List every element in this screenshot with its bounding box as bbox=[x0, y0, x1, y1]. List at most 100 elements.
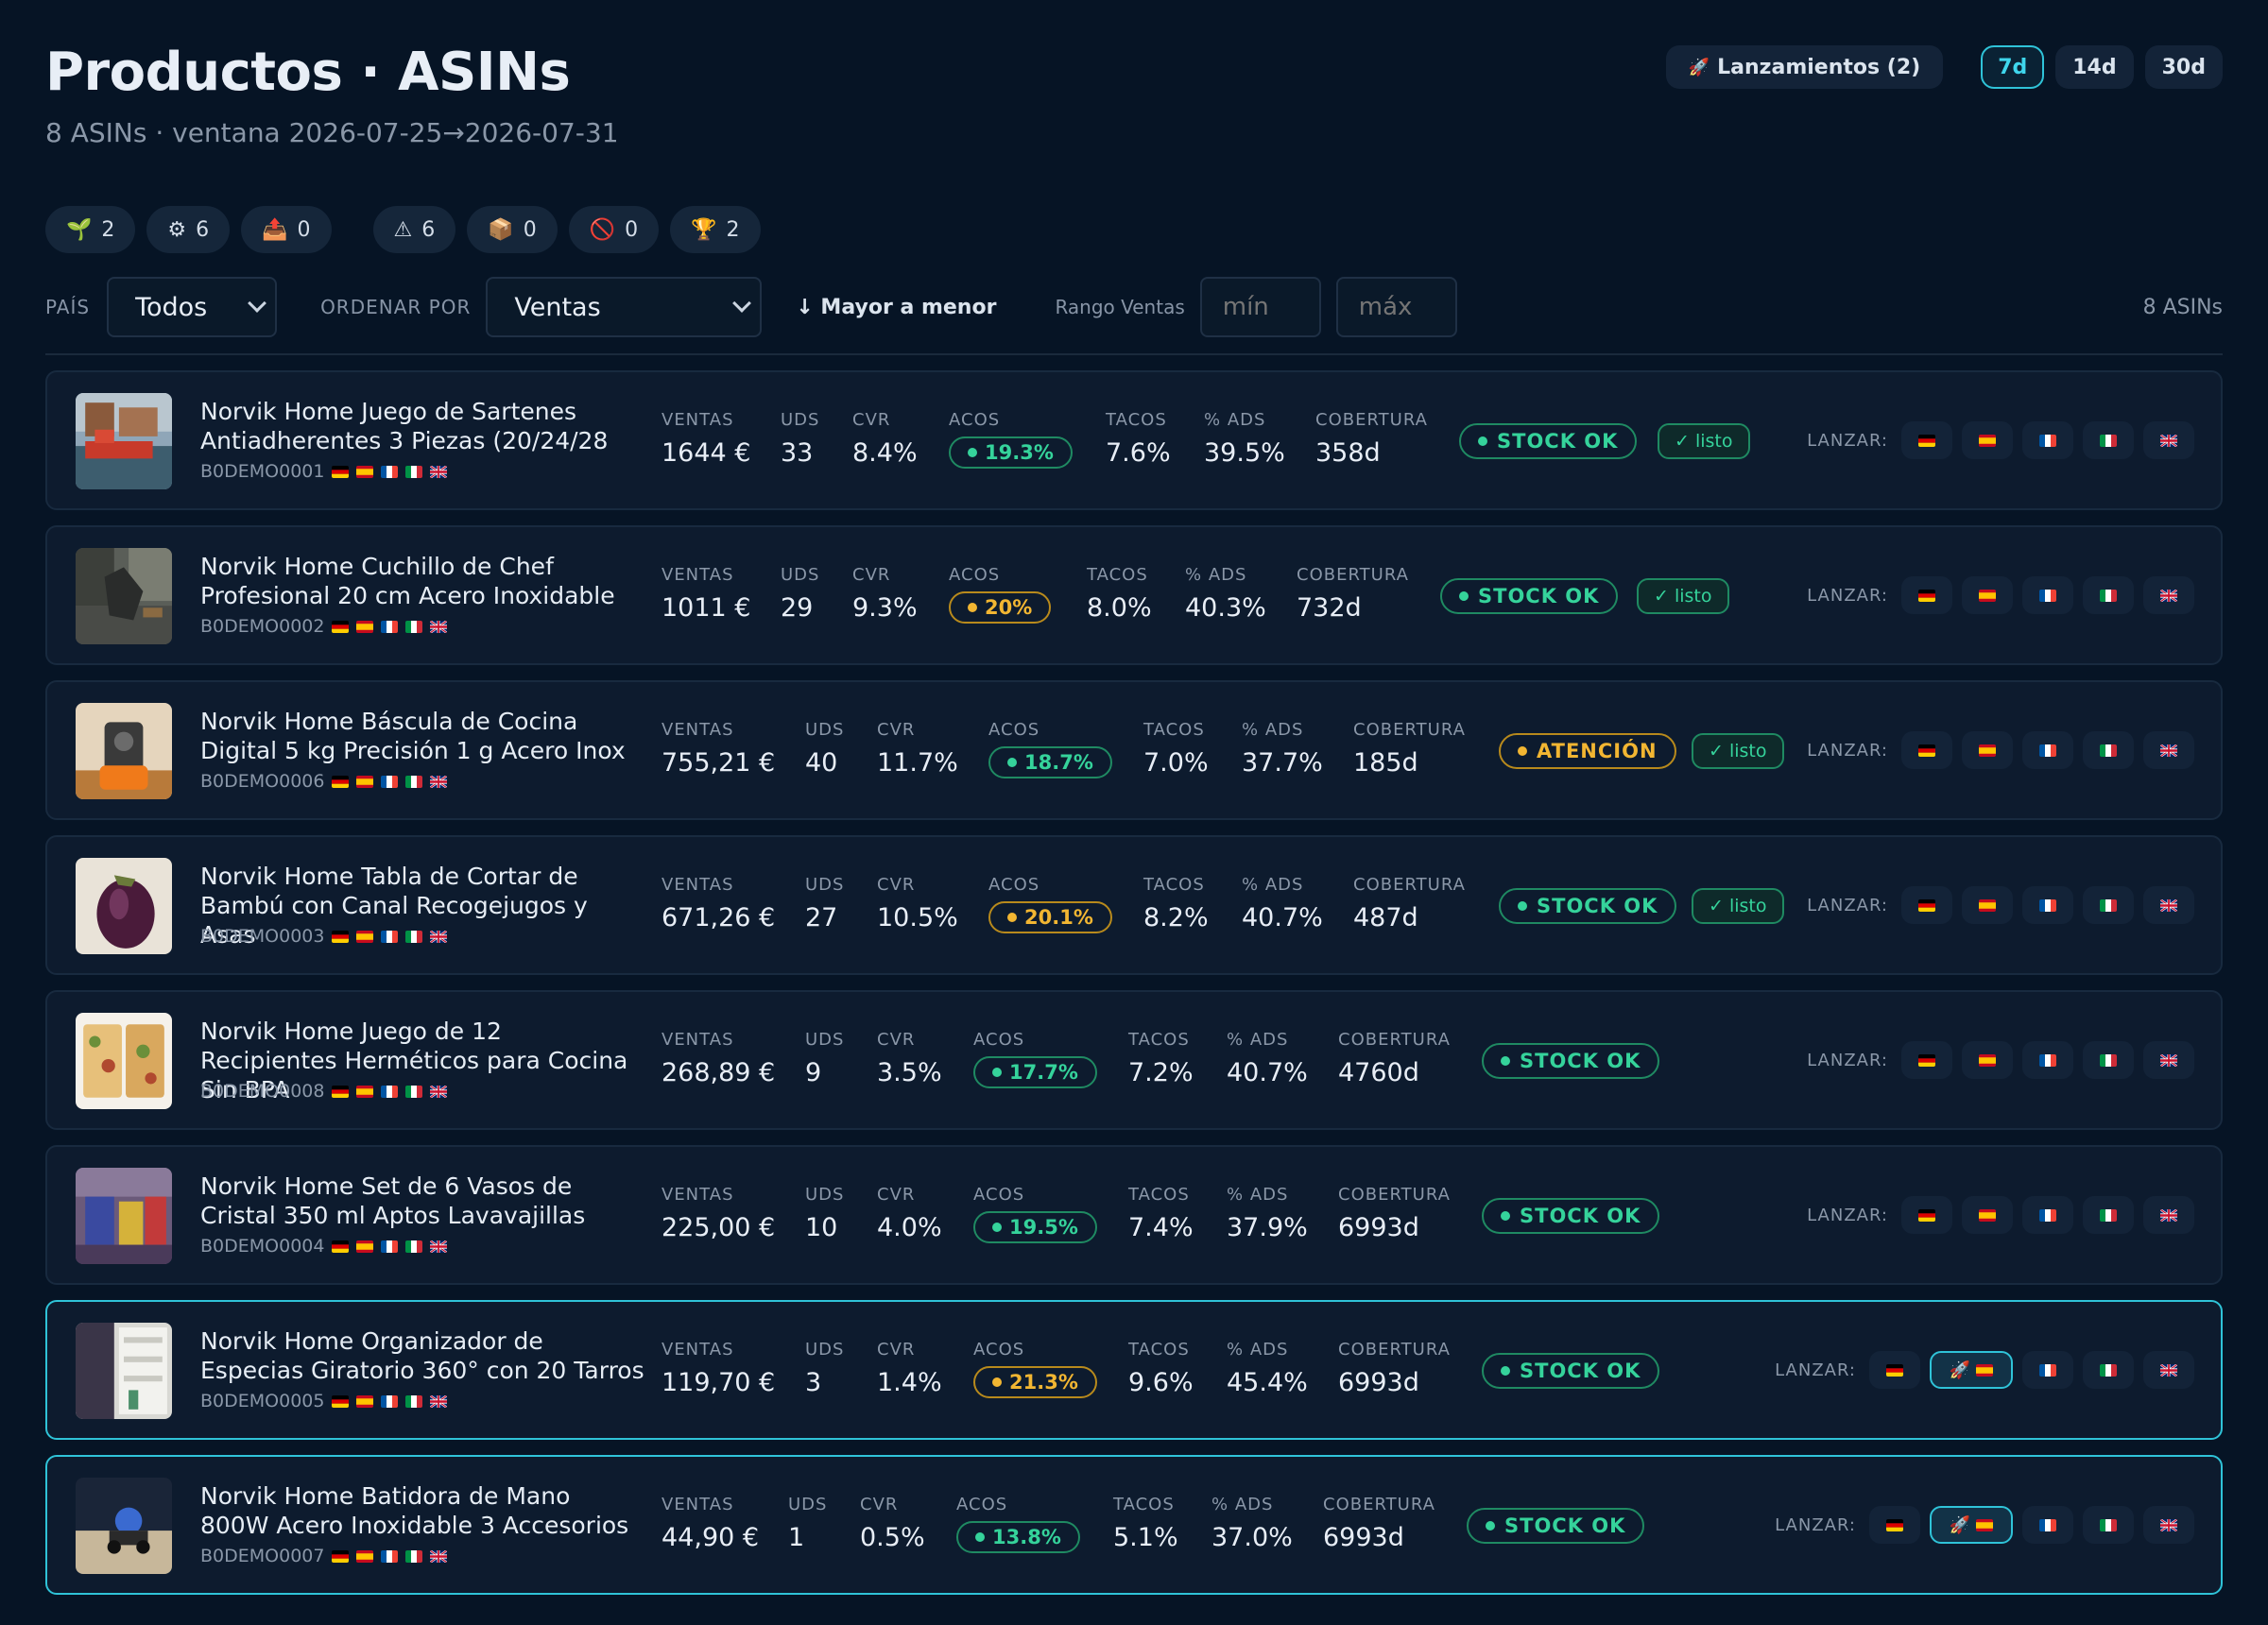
launch-de-button[interactable] bbox=[1901, 886, 1952, 924]
launch-es-button[interactable] bbox=[1962, 421, 2013, 459]
launch-fr-button[interactable] bbox=[2022, 421, 2073, 459]
launch-de-button[interactable] bbox=[1901, 1196, 1952, 1234]
max-sales-input[interactable] bbox=[1335, 277, 1457, 337]
flag-uk-icon bbox=[2160, 898, 2177, 912]
launch-de-button[interactable] bbox=[1901, 576, 1952, 614]
period-30d-button[interactable]: 30d bbox=[2144, 45, 2223, 89]
launch-es-button[interactable] bbox=[1962, 1041, 2013, 1079]
flag-de-icon bbox=[332, 465, 350, 478]
seedling-badge[interactable]: 🌱 2 bbox=[45, 206, 136, 253]
launch-uk-button[interactable] bbox=[2143, 1506, 2194, 1544]
launch-de-button[interactable] bbox=[1901, 731, 1952, 769]
product-name[interactable]: Norvik Home Set de 6 Vasos de Cristal 35… bbox=[200, 1172, 586, 1229]
flag-uk-icon bbox=[430, 1240, 448, 1253]
product-row[interactable]: Norvik Home Cuchillo de Chef Profesional… bbox=[45, 525, 2223, 665]
launch-group: LANZAR: 🚀 bbox=[1775, 1506, 2194, 1544]
product-image[interactable] bbox=[76, 703, 172, 799]
launch-uk-button[interactable] bbox=[2143, 421, 2194, 459]
product-name[interactable]: Norvik Home Organizador de Especias Gira… bbox=[200, 1327, 644, 1384]
launch-uk-button[interactable] bbox=[2143, 576, 2194, 614]
launch-uk-button[interactable] bbox=[2143, 886, 2194, 924]
launch-es-button[interactable]: 🚀 bbox=[1930, 1351, 2013, 1389]
flag-de-icon bbox=[332, 1394, 350, 1408]
prohibited-badge[interactable]: 🚫 0 bbox=[568, 206, 660, 253]
launch-es-button[interactable] bbox=[1962, 886, 2013, 924]
launch-fr-button[interactable] bbox=[2022, 1351, 2073, 1389]
launch-es-button[interactable] bbox=[1962, 576, 2013, 614]
launch-fr-button[interactable] bbox=[2022, 1506, 2073, 1544]
package-badge[interactable]: 📦 0 bbox=[467, 206, 558, 253]
flag-de-icon bbox=[332, 620, 350, 633]
launch-it-button[interactable] bbox=[2083, 421, 2134, 459]
product-image[interactable] bbox=[76, 1323, 172, 1419]
product-row[interactable]: Norvik Home Báscula de Cocina Digital 5 … bbox=[45, 680, 2223, 820]
launch-it-button[interactable] bbox=[2083, 1351, 2134, 1389]
launches-button[interactable]: 🚀 Lanzamientos (2) bbox=[1665, 45, 1944, 89]
product-name[interactable]: Norvik Home Tabla de Cortar de Bambú con… bbox=[200, 863, 588, 949]
warning-badge[interactable]: ⚠ 6 bbox=[372, 206, 456, 253]
launch-es-button[interactable]: 🚀 bbox=[1930, 1506, 2013, 1544]
launch-de-button[interactable] bbox=[1869, 1506, 1920, 1544]
launch-fr-button[interactable] bbox=[2022, 576, 2073, 614]
stock-status-label: STOCK OK bbox=[1497, 430, 1619, 453]
sort-direction-button[interactable]: ↓ Mayor a menor bbox=[796, 295, 997, 319]
flag-uk-icon bbox=[2160, 744, 2177, 757]
launch-de-button[interactable] bbox=[1901, 421, 1952, 459]
gear-badge[interactable]: ⚙ 6 bbox=[146, 206, 231, 253]
launch-uk-button[interactable] bbox=[2143, 1041, 2194, 1079]
product-row[interactable]: Norvik Home Organizador de Especias Gira… bbox=[45, 1300, 2223, 1440]
product-image[interactable] bbox=[76, 393, 172, 489]
ready-badge[interactable]: ✓ listo bbox=[1637, 578, 1729, 614]
launch-it-button[interactable] bbox=[2083, 731, 2134, 769]
product-name[interactable]: Norvik Home Batidora de Mano 800W Acero … bbox=[200, 1482, 629, 1539]
product-name[interactable]: Norvik Home Juego de Sartenes Antiadhere… bbox=[200, 398, 609, 454]
product-name[interactable]: Norvik Home Cuchillo de Chef Profesional… bbox=[200, 553, 615, 609]
launch-es-button[interactable] bbox=[1962, 731, 2013, 769]
outbox-tray-badge[interactable]: 📤 0 bbox=[241, 206, 332, 253]
flag-de-icon bbox=[332, 930, 350, 943]
metric-acos: ACOS 20.1% bbox=[988, 875, 1112, 933]
launch-uk-button[interactable] bbox=[2143, 1351, 2194, 1389]
metric-cobertura: COBERTURA 6993d bbox=[1323, 1495, 1435, 1552]
launch-uk-button[interactable] bbox=[2143, 1196, 2194, 1234]
launch-it-button[interactable] bbox=[2083, 1041, 2134, 1079]
product-row[interactable]: Norvik Home Set de 6 Vasos de Cristal 35… bbox=[45, 1145, 2223, 1285]
flag-de-icon bbox=[1918, 589, 1935, 602]
launch-fr-button[interactable] bbox=[2022, 1196, 2073, 1234]
launch-uk-button[interactable] bbox=[2143, 731, 2194, 769]
country-select[interactable]: Todos bbox=[107, 277, 278, 337]
launch-it-button[interactable] bbox=[2083, 1506, 2134, 1544]
min-sales-input[interactable] bbox=[1199, 277, 1321, 337]
launch-it-button[interactable] bbox=[2083, 886, 2134, 924]
launch-es-button[interactable] bbox=[1962, 1196, 2013, 1234]
product-image[interactable] bbox=[76, 1013, 172, 1109]
period-7d-button[interactable]: 7d bbox=[1981, 45, 2045, 89]
product-image[interactable] bbox=[76, 858, 172, 954]
product-row[interactable]: Norvik Home Tabla de Cortar de Bambú con… bbox=[45, 835, 2223, 975]
launch-it-button[interactable] bbox=[2083, 1196, 2134, 1234]
product-image[interactable] bbox=[76, 1168, 172, 1264]
period-14d-button[interactable]: 14d bbox=[2055, 45, 2134, 89]
metric-value: 37.7% bbox=[1242, 748, 1323, 778]
launch-de-button[interactable] bbox=[1901, 1041, 1952, 1079]
launch-fr-button[interactable] bbox=[2022, 1041, 2073, 1079]
sort-select[interactable]: Ventas bbox=[486, 277, 763, 337]
metric-tacos: TACOS 7.6% bbox=[1106, 410, 1171, 468]
ready-badge[interactable]: ✓ listo bbox=[1692, 733, 1784, 769]
launch-de-button[interactable] bbox=[1869, 1351, 1920, 1389]
ready-badge[interactable]: ✓ listo bbox=[1658, 423, 1750, 459]
launch-fr-button[interactable] bbox=[2022, 731, 2073, 769]
product-image[interactable] bbox=[76, 548, 172, 644]
product-image[interactable] bbox=[76, 1478, 172, 1574]
product-row[interactable]: Norvik Home Batidora de Mano 800W Acero … bbox=[45, 1455, 2223, 1595]
product-row[interactable]: Norvik Home Juego de Sartenes Antiadhere… bbox=[45, 370, 2223, 510]
trophy-badge[interactable]: 🏆 2 bbox=[670, 206, 761, 253]
asin-line: B0DEMO0004 bbox=[200, 1236, 448, 1257]
launch-fr-button[interactable] bbox=[2022, 886, 2073, 924]
ready-badge[interactable]: ✓ listo bbox=[1692, 888, 1784, 924]
gear-icon: ⚙ bbox=[167, 217, 187, 242]
product-row[interactable]: Norvik Home Juego de 12 Recipientes Herm… bbox=[45, 990, 2223, 1130]
product-name[interactable]: Norvik Home Juego de 12 Recipientes Herm… bbox=[200, 1018, 628, 1103]
product-name[interactable]: Norvik Home Báscula de Cocina Digital 5 … bbox=[200, 708, 626, 764]
launch-it-button[interactable] bbox=[2083, 576, 2134, 614]
